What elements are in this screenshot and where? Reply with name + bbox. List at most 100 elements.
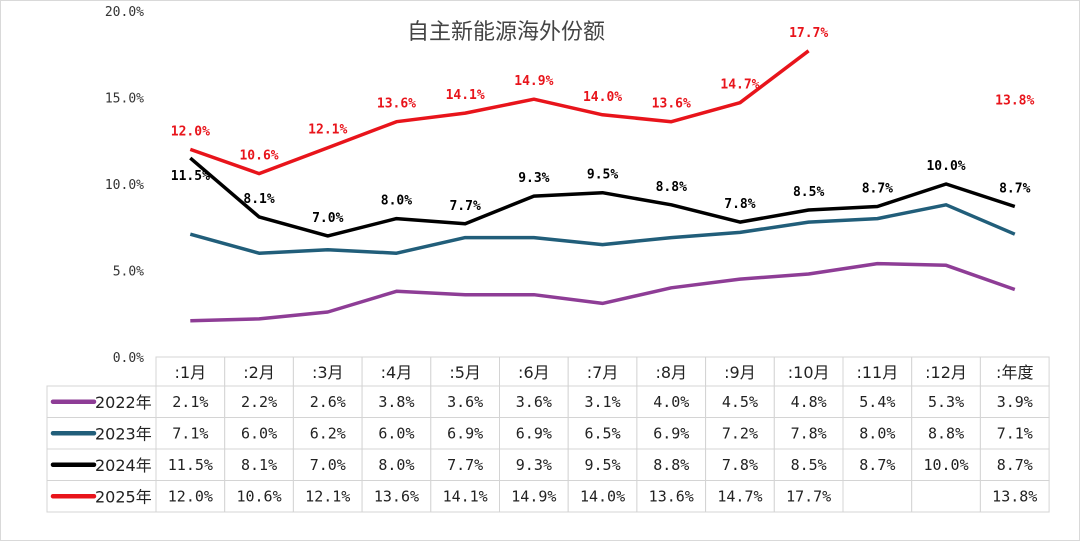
category-label: :7月 [587, 363, 619, 382]
header-cell [705, 356, 775, 387]
legend-label: 2025年 [95, 487, 152, 506]
table-cell [430, 417, 500, 450]
data-label: 14.7% [720, 78, 759, 93]
table-cell [224, 480, 294, 513]
table-cell [224, 417, 294, 450]
table-cell [361, 448, 432, 481]
table-value: 14.9% [511, 487, 556, 505]
table-cell [292, 480, 363, 513]
table-value: 4.0% [653, 393, 689, 411]
data-label: 7.0% [312, 211, 343, 226]
table-cell [979, 448, 1050, 481]
table-value: 3.1% [584, 393, 620, 411]
table-value: 3.6% [516, 393, 552, 411]
header-cell [567, 356, 638, 387]
table-value: 7.8% [722, 456, 758, 474]
data-label: 8.8% [656, 180, 687, 195]
table-cell [979, 385, 1050, 418]
table-cell [911, 385, 981, 418]
table-cell [155, 385, 226, 418]
table-cell [636, 480, 707, 513]
y-tick-label: 5.0% [113, 265, 144, 280]
data-label: 17.7% [789, 26, 828, 41]
table-value: 6.9% [516, 424, 552, 442]
table-cell [430, 385, 500, 418]
table-value: 13.8% [992, 487, 1037, 505]
table-value: 8.8% [653, 456, 689, 474]
table-value: 4.8% [791, 393, 827, 411]
table-cell [567, 385, 638, 418]
data-label: 7.8% [724, 197, 755, 212]
legend-label: 2024年 [95, 456, 152, 475]
table-cell [842, 480, 913, 513]
data-label: 14.0% [583, 90, 622, 105]
table-value: 4.5% [722, 393, 758, 411]
table-cell [361, 417, 432, 450]
table-value: 2.6% [310, 393, 346, 411]
table-cell [292, 448, 363, 481]
table-value: 12.1% [305, 487, 350, 505]
table-value: 6.9% [447, 424, 483, 442]
category-label: :8月 [655, 363, 687, 382]
table-cell [705, 385, 775, 418]
table-value: 13.6% [649, 487, 694, 505]
table-cell [224, 448, 294, 481]
table-value: 8.8% [928, 424, 964, 442]
data-label: 10.6% [239, 149, 278, 164]
table-value: 9.5% [584, 456, 620, 474]
legend-label: 2022年 [95, 393, 152, 412]
header-cell [911, 356, 981, 387]
table-cell [499, 417, 569, 450]
table-value: 6.0% [241, 424, 277, 442]
data-label: 8.0% [381, 194, 412, 209]
series-line-2025年 [189, 49, 810, 176]
table-value: 3.8% [378, 393, 414, 411]
table-cell [773, 417, 844, 450]
category-label: :9月 [724, 363, 756, 382]
header-cell [499, 356, 569, 387]
table-cell [361, 385, 432, 418]
table-cell [361, 480, 432, 513]
table-value: 2.1% [172, 393, 208, 411]
header-cell [979, 356, 1050, 387]
table-cell [567, 448, 638, 481]
table-value: 13.6% [374, 487, 419, 505]
table-cell [773, 480, 844, 513]
data-labels: 11.5% 8.1% 7.0% 8.0% 7.7% 9.3% 9.5% 8.8% 7.8% 8.5… [171, 26, 1035, 226]
table-value: 14.0% [580, 487, 625, 505]
table-value: 7.2% [722, 424, 758, 442]
table-value: 7.1% [172, 424, 208, 442]
category-label: :3月 [312, 363, 344, 382]
table-value: 8.7% [997, 456, 1033, 474]
data-label: 9.3% [518, 171, 549, 186]
table-value: 6.5% [584, 424, 620, 442]
data-label: 13.6% [652, 97, 691, 112]
table-value: 6.9% [653, 424, 689, 442]
category-label: :4月 [381, 363, 413, 382]
y-tick-label: 10.0% [105, 178, 144, 193]
table-cell [499, 480, 569, 513]
data-label: 8.7% [999, 181, 1030, 196]
header-cell [842, 356, 913, 387]
table-value: 7.7% [447, 456, 483, 474]
table-cell [567, 480, 638, 513]
table-value: 14.7% [717, 487, 762, 505]
table-value: 3.6% [447, 393, 483, 411]
data-label: 14.1% [446, 88, 485, 103]
table-value: 14.1% [443, 487, 488, 505]
series-line-2024年 [189, 156, 1016, 238]
table-value: 11.5% [168, 456, 213, 474]
legend-label: 2023年 [95, 424, 152, 443]
category-label: :2月 [243, 363, 275, 382]
table-value: 9.3% [516, 456, 552, 474]
table-cell [155, 480, 226, 513]
table-value: 6.2% [310, 424, 346, 442]
table-value: 3.9% [997, 393, 1033, 411]
header-cell [224, 356, 294, 387]
table-cell [636, 417, 707, 450]
chart-title: 自主新能源海外份额 [407, 20, 605, 45]
table-value: 8.0% [859, 424, 895, 442]
table-value: 7.1% [997, 424, 1033, 442]
